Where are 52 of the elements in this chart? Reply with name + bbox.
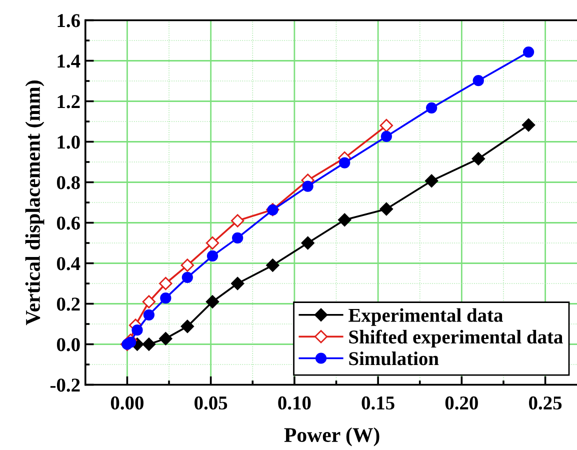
- point: [338, 213, 352, 227]
- x-tick-label: 0.20: [445, 396, 478, 410]
- y-tick-label: 0.0: [56, 338, 80, 352]
- point: [143, 309, 154, 320]
- y-tick-label: 0.8: [56, 176, 80, 190]
- point: [339, 157, 350, 168]
- point: [301, 236, 314, 250]
- point: [232, 232, 244, 244]
- y-tick-label: 0.4: [56, 257, 80, 270]
- legend-label: Shifted experimental data: [349, 330, 563, 348]
- point: [180, 258, 194, 272]
- point: [182, 272, 193, 283]
- x-tick-label: 0.10: [278, 396, 311, 410]
- y-tick-label: 1.4: [58, 54, 80, 68]
- x-tick-label: 0.15: [362, 396, 394, 410]
- point: [424, 174, 438, 188]
- point: [380, 118, 393, 132]
- legend-label: Experimental data: [348, 308, 503, 326]
- point: [142, 338, 156, 351]
- point: [302, 180, 314, 192]
- point: [160, 292, 172, 304]
- y-tick-label: 1.6: [58, 14, 80, 28]
- point: [159, 332, 172, 346]
- point: [206, 236, 220, 250]
- point: [472, 152, 485, 166]
- point: [124, 336, 136, 348]
- point: [206, 295, 220, 308]
- point: [266, 258, 280, 272]
- point: [380, 202, 393, 216]
- x-axis-title: Power (W): [284, 427, 380, 446]
- point: [206, 250, 218, 262]
- legend-label: Simulation: [349, 352, 439, 366]
- point: [159, 276, 172, 290]
- point: [380, 130, 392, 142]
- point: [132, 324, 143, 336]
- y-tick-label: 1.0: [58, 136, 80, 149]
- point: [142, 295, 156, 308]
- point: [522, 118, 536, 132]
- point: [426, 102, 438, 114]
- y-axis-title: Vertical displacement (mm): [25, 80, 44, 326]
- y-tick-label: 0.6: [56, 216, 80, 230]
- y-tick-label: 1.2: [58, 95, 80, 108]
- x-tick-label: 0.05: [194, 396, 228, 410]
- point: [230, 214, 244, 228]
- y-tick-label: 0.2: [56, 298, 80, 311]
- x-tick-label: 0.00: [110, 396, 144, 410]
- point: [523, 46, 534, 58]
- point: [472, 75, 484, 86]
- point: [230, 276, 244, 290]
- y-tick-label: -0.2: [50, 378, 80, 392]
- point: [180, 320, 194, 334]
- x-tick-label: 0.25: [529, 396, 562, 410]
